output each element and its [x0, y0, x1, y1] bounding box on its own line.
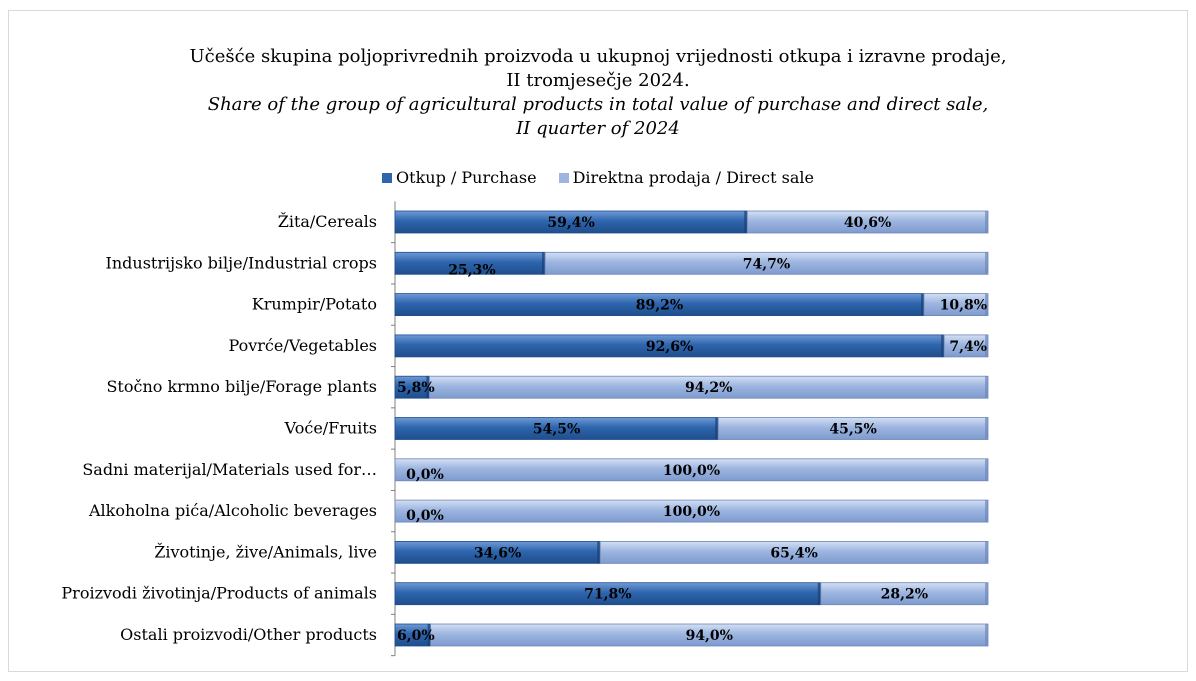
category-label-krumpir-potato: Krumpir/Potato	[252, 295, 377, 314]
data-label-purchase-industrijsko-bilje-industrial-crops: 25,3%	[448, 262, 495, 278]
bar-edge-direct-sale-industrijsko-bilje-industrial-crops	[985, 252, 988, 275]
category-label-povr-e-vegetables: Povrće/Vegetables	[228, 336, 377, 355]
category-label-alkoholna-pi-a-alcoholic-beverages: Alkoholna pića/Alcoholic beverages	[88, 501, 377, 520]
data-label-purchase-povr-e-vegetables: 92,6%	[646, 339, 693, 355]
bar-edge-direct-sale-sadni-materijal-materials-used-for	[985, 458, 988, 481]
data-label-purchase-vo-e-fruits: 54,5%	[533, 422, 580, 438]
data-label-direct-sale-povr-e-vegetables: 7,4%	[949, 339, 987, 355]
bar-edge-purchase-industrijsko-bilje-industrial-crops	[542, 252, 546, 275]
bar-edge-purchase-sto-no-krmno-bilje-forage-plants	[426, 376, 430, 399]
data-label-purchase-ita-cereals: 59,4%	[547, 215, 594, 231]
category-label-sadni-materijal-materials-used-for: Sadni materijal/Materials used for…	[82, 460, 377, 479]
category-label-industrijsko-bilje-industrial-crops: Industrijsko bilje/Industrial crops	[106, 253, 377, 272]
data-label-direct-sale-alkoholna-pi-a-alcoholic-beverages: 100,0%	[663, 504, 720, 520]
data-label-direct-sale-industrijsko-bilje-industrial-crops: 74,7%	[743, 256, 790, 272]
bar-edge-direct-sale-ita-cereals	[985, 211, 988, 233]
data-label-direct-sale-ita-cereals: 40,6%	[844, 215, 891, 231]
chart-legend: Otkup / Purchase Direktna prodaja / Dire…	[0, 168, 1196, 187]
bar-edge-direct-sale-krumpir-potato	[985, 293, 988, 316]
data-label-purchase-sto-no-krmno-bilje-forage-plants: 5,8%	[397, 380, 435, 396]
data-label-purchase-ivotinje-ive-animals-live: 34,6%	[474, 545, 521, 561]
bar-edge-direct-sale-vo-e-fruits	[985, 417, 988, 440]
data-label-purchase-proizvodi-ivotinja-products-of-animals: 71,8%	[584, 587, 631, 603]
chart-frame	[8, 10, 1188, 672]
chart-subtitle-line2: II quarter of 2024	[516, 118, 680, 139]
category-label-ivotinje-ive-animals-live: Životinje, žive/Animals, live	[154, 541, 377, 561]
data-label-direct-sale-krumpir-potato: 10,8%	[940, 298, 987, 314]
data-label-direct-sale-ostali-proizvodi-other-products: 94,0%	[686, 628, 733, 644]
bar-edge-purchase-vo-e-fruits	[715, 417, 719, 440]
bar-edge-purchase-krumpir-potato	[920, 293, 924, 316]
chart-subtitle: Share of the group of agricultural produ…	[207, 94, 989, 115]
bar-edge-direct-sale-ostali-proizvodi-other-products	[985, 624, 988, 646]
data-label-purchase-krumpir-potato: 89,2%	[636, 298, 683, 314]
category-label-vo-e-fruits: Voće/Fruits	[284, 419, 377, 438]
data-label-direct-sale-sto-no-krmno-bilje-forage-plants: 94,2%	[685, 380, 732, 396]
chart-title-line2: II tromjesečje 2024.	[506, 70, 690, 91]
bar-edge-direct-sale-povr-e-vegetables	[985, 334, 988, 357]
legend-item-purchase: Otkup / Purchase	[382, 168, 537, 187]
data-label-direct-sale-vo-e-fruits: 45,5%	[829, 422, 876, 438]
bar-edge-direct-sale-ivotinje-ive-animals-live	[985, 541, 988, 564]
bar-edge-purchase-ostali-proizvodi-other-products	[427, 624, 431, 646]
data-label-direct-sale-ivotinje-ive-animals-live: 65,4%	[770, 545, 817, 561]
bar-edge-purchase-povr-e-vegetables	[941, 334, 945, 357]
bar-edge-direct-sale-proizvodi-ivotinja-products-of-animals	[985, 582, 988, 605]
legend-swatch-purchase	[382, 172, 393, 183]
category-label-ostali-proizvodi-other-products: Ostali proizvodi/Other products	[120, 625, 377, 644]
data-label-purchase-ostali-proizvodi-other-products: 6,0%	[397, 628, 435, 644]
bar-edge-purchase-ita-cereals	[744, 211, 748, 233]
category-label-ita-cereals: Žita/Cereals	[278, 211, 377, 231]
legend-label-direct-sale: Direktna prodaja / Direct sale	[572, 168, 814, 187]
data-label-direct-sale-sadni-materijal-materials-used-for: 100,0%	[663, 463, 720, 479]
bar-edge-purchase-ivotinje-ive-animals-live	[597, 541, 601, 564]
data-label-direct-sale-proizvodi-ivotinja-products-of-animals: 28,2%	[881, 587, 928, 603]
category-label-sto-no-krmno-bilje-forage-plants: Stočno krmno bilje/Forage plants	[106, 377, 377, 396]
chart-title: Učešće skupina poljoprivrednih proizvoda…	[189, 46, 1007, 67]
bar-edge-purchase-proizvodi-ivotinja-products-of-animals	[817, 582, 821, 605]
legend-swatch-direct-sale	[558, 172, 569, 183]
data-label-purchase-alkoholna-pi-a-alcoholic-beverages: 0,0%	[406, 508, 444, 524]
legend-item-direct-sale: Direktna prodaja / Direct sale	[558, 168, 814, 187]
legend-label-purchase: Otkup / Purchase	[396, 168, 537, 187]
bar-edge-direct-sale-sto-no-krmno-bilje-forage-plants	[985, 376, 988, 399]
bar-edge-direct-sale-alkoholna-pi-a-alcoholic-beverages	[985, 500, 988, 523]
data-label-purchase-sadni-materijal-materials-used-for: 0,0%	[406, 467, 444, 483]
category-label-proizvodi-ivotinja-products-of-animals: Proizvodi životinja/Products of animals	[61, 584, 377, 603]
